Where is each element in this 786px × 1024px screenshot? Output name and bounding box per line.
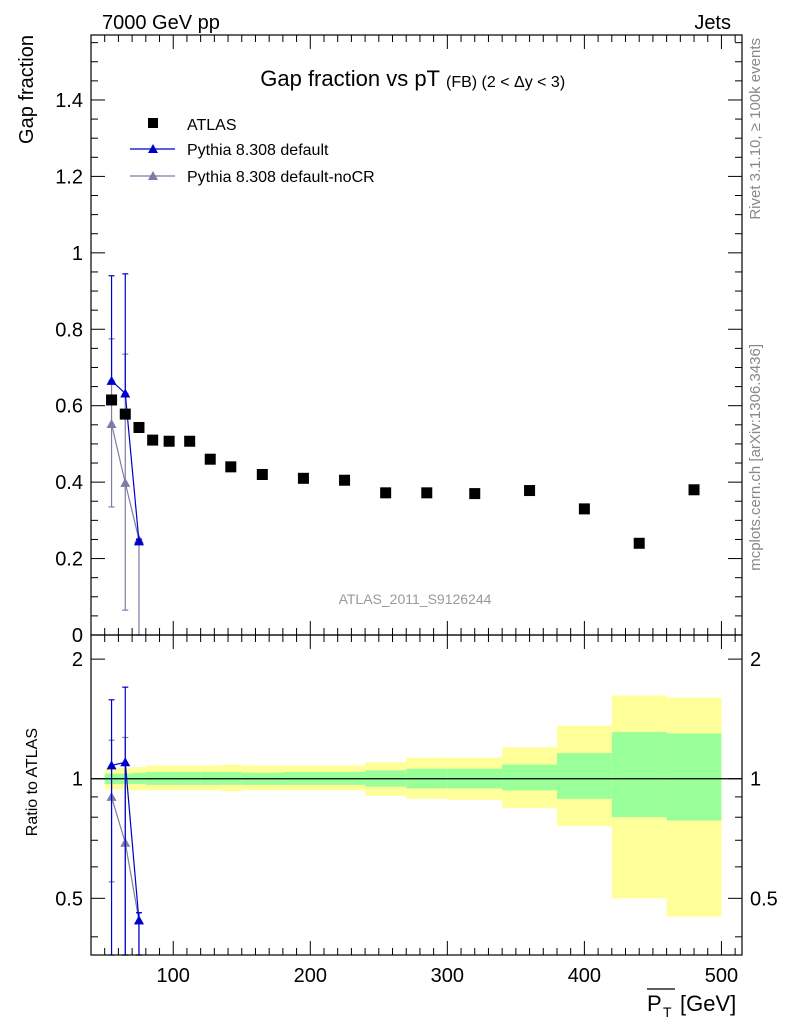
- energy-label: 7000 GeV pp: [102, 12, 220, 34]
- atlas-data-point: [133, 421, 145, 433]
- ratio-panel: 100 200 300 400 500 0.5 0.5 1 1 2 2 Ratio to ATLAS: [24, 634, 778, 987]
- x-tick-label: 500: [705, 965, 738, 987]
- x-axis-title: P T [GeV]: [647, 988, 736, 1020]
- x-axis-title-main: P: [647, 991, 662, 1016]
- main-y-tick-label: 0.4: [55, 472, 83, 494]
- main-nocr-point: [106, 419, 117, 429]
- inner-band-bin: [556, 753, 612, 799]
- inner-band-bin: [611, 732, 667, 818]
- mcplots-label: mcplots.cern.ch [arXiv:1306.3436]: [747, 344, 764, 571]
- main-y-tick-label: 1.2: [55, 166, 83, 188]
- legend-atlas-marker: [148, 118, 158, 128]
- inner-band-bin: [666, 733, 722, 821]
- ratio-default-point: [106, 760, 117, 770]
- atlas-data-point: [380, 487, 392, 499]
- atlas-data-point: [297, 472, 309, 484]
- x-tick-label: 200: [294, 965, 327, 987]
- atlas-data-point: [106, 394, 118, 406]
- ratio-default-point: [120, 757, 131, 767]
- ratio-y-tick-label-right: 1: [750, 769, 761, 791]
- main-subtitle: (FB) (2 < Δy < 3): [446, 74, 565, 91]
- atlas-data-point: [204, 453, 216, 465]
- main-default-point: [120, 388, 131, 398]
- main-y-tick-label: 0: [72, 625, 83, 647]
- main-y-axis-label: Gap fraction: [16, 35, 38, 144]
- x-axis-title-sub: T: [663, 1004, 672, 1020]
- main-title: Gap fraction vs pT: [260, 66, 440, 91]
- analysis-label: ATLAS_2011_S9126244: [339, 591, 492, 607]
- main-y-tick-label: 0.2: [55, 549, 83, 571]
- main-default-point: [133, 536, 144, 546]
- legend-atlas-label: ATLAS: [187, 117, 237, 134]
- ratio-y-tick-label: 0.5: [55, 888, 83, 910]
- atlas-data-point: [469, 488, 481, 500]
- x-tick-label: 400: [568, 965, 601, 987]
- ratio-default-point: [133, 915, 144, 925]
- atlas-data-point: [633, 537, 645, 549]
- atlas-data-point: [339, 474, 351, 486]
- legend-default-label: Pythia 8.308 default: [187, 142, 329, 159]
- atlas-data-point: [256, 468, 268, 480]
- atlas-data-point: [524, 485, 536, 497]
- atlas-data-point: [184, 435, 196, 447]
- inner-band-bin: [502, 764, 557, 791]
- legend-nocr-label: Pythia 8.308 default-noCR: [187, 169, 375, 186]
- main-y-tick-label: 0.6: [55, 396, 83, 418]
- ratio-y-tick-label-right: 0.5: [750, 888, 778, 910]
- atlas-data-point: [225, 461, 237, 473]
- main-default-point: [106, 375, 117, 385]
- ratio-y-tick-label-right: 2: [750, 649, 761, 671]
- legend: ATLAS Pythia 8.308 default Pythia 8.308 …: [130, 117, 375, 186]
- atlas-data-point: [163, 435, 175, 447]
- main-nocr-point: [120, 477, 131, 487]
- x-axis-title-unit: [GeV]: [680, 991, 736, 1016]
- rivet-version-label: Rivet 3.1.10, ≥ 100k events: [747, 38, 764, 220]
- ratio-frame: [90, 634, 743, 956]
- main-y-tick-label: 1: [72, 243, 83, 265]
- atlas-data-point: [421, 487, 433, 499]
- atlas-data-point: [147, 434, 159, 446]
- main-y-tick-label: 0.8: [55, 319, 83, 341]
- main-y-tick-label: 1.4: [55, 90, 83, 112]
- ratio-y-tick-label: 2: [72, 649, 83, 671]
- ratio-y-tick-label: 1: [72, 769, 83, 791]
- atlas-data-point: [119, 408, 131, 420]
- atlas-data-point: [688, 484, 700, 496]
- legend-default-marker: [148, 144, 158, 153]
- process-label: Jets: [694, 12, 731, 34]
- legend-nocr-marker: [148, 171, 158, 180]
- x-tick-label: 100: [157, 965, 190, 987]
- main-panel: 00.20.40.60.811.21.4 Gap fraction vs pT …: [16, 34, 743, 647]
- x-tick-label: 300: [431, 965, 464, 987]
- atlas-data-point: [578, 503, 590, 515]
- ratio-y-axis-label: Ratio to ATLAS: [24, 728, 41, 836]
